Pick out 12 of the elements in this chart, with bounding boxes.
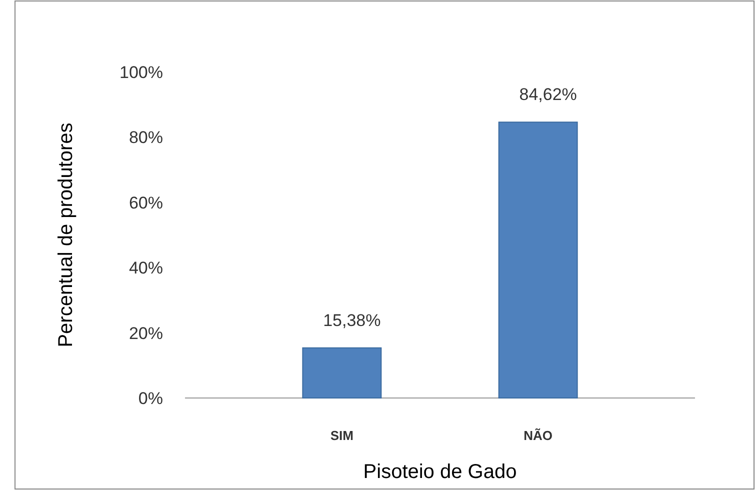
- x-tick-label: SIM: [330, 428, 354, 443]
- data-label: 15,38%: [323, 310, 381, 330]
- y-tick-label: 80%: [128, 128, 163, 148]
- y-tick-label: 40%: [128, 258, 163, 278]
- y-tick-label: 20%: [128, 324, 163, 343]
- x-axis-title: Pisoteio de Gado: [363, 461, 517, 483]
- y-tick-label: 100%: [120, 62, 163, 82]
- x-tick-label: NÃO: [524, 428, 553, 443]
- data-label: 84,62%: [519, 85, 577, 104]
- y-tick-label: 60%: [128, 193, 163, 212]
- y-axis-title: Percentual de produtores: [55, 122, 77, 348]
- y-tick-label: 0%: [138, 388, 163, 408]
